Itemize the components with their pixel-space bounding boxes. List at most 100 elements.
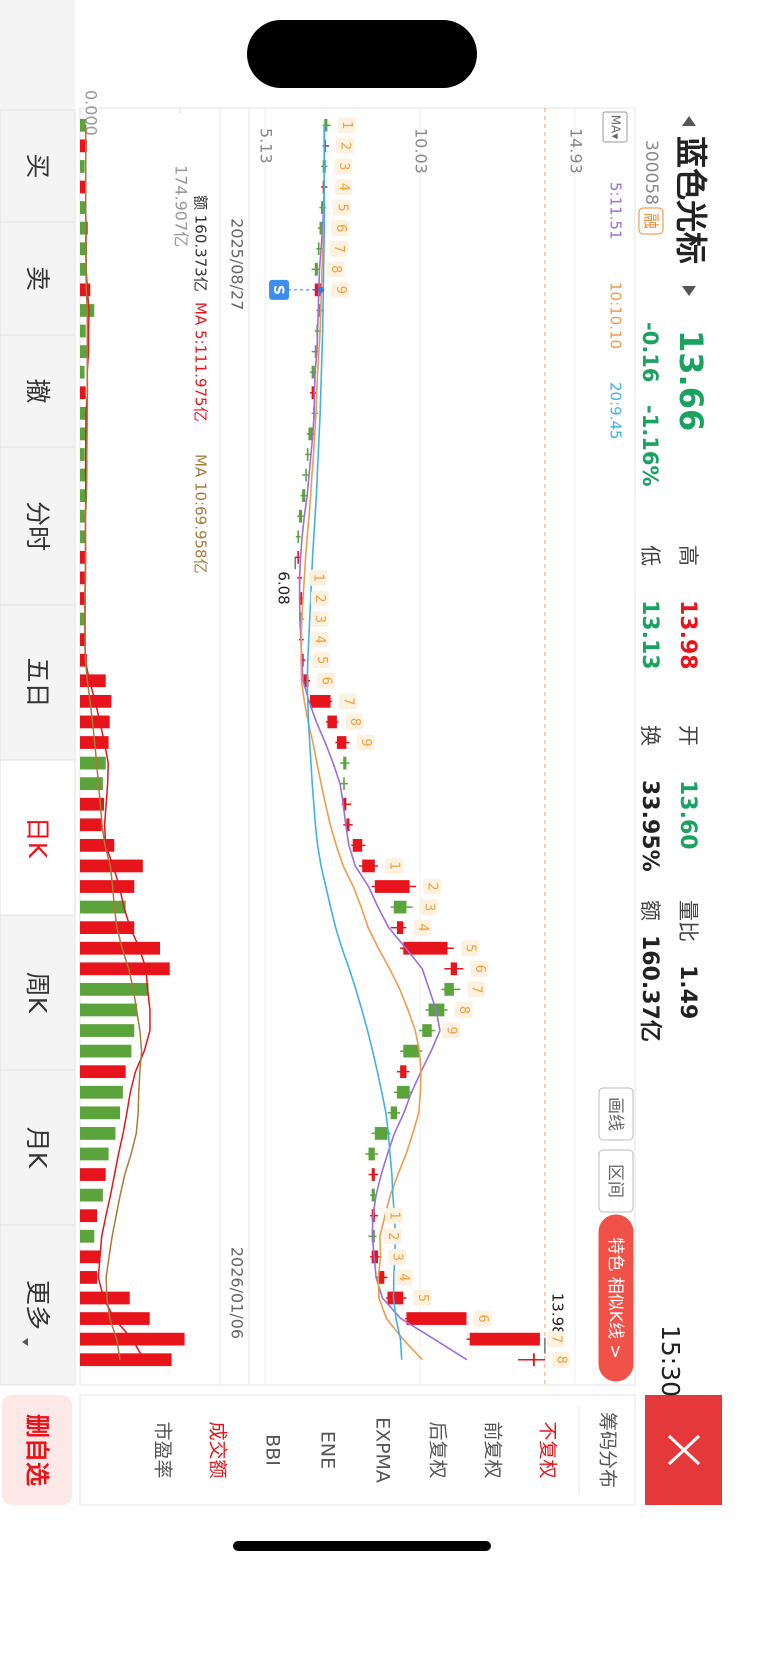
volume-bar — [80, 1106, 120, 1120]
low-label: 6.08 — [275, 571, 293, 604]
pattern-label: 4 — [415, 924, 430, 932]
candle-body — [362, 859, 375, 873]
volume-bar — [79, 571, 85, 585]
indicator-panel — [79, 1394, 636, 1506]
pattern-label: 6 — [333, 224, 348, 232]
volume-bar — [80, 1065, 126, 1079]
pattern-label: 2 — [337, 142, 352, 150]
chart-button[interactable] — [598, 1087, 634, 1141]
y-tick-label: 5.13 — [257, 128, 276, 164]
candle-body — [444, 983, 454, 996]
ma-selector[interactable] — [602, 111, 628, 143]
chart-button-label[interactable]: 特色 相似K线 > — [605, 1237, 625, 1358]
candle-body — [336, 736, 347, 749]
volume-bar — [80, 550, 86, 564]
nav-tab-label[interactable]: 日K — [23, 817, 52, 859]
candle-body — [297, 530, 299, 544]
candle-body — [314, 262, 318, 276]
chart-button[interactable] — [598, 1149, 634, 1213]
pattern-label: 4 — [312, 635, 327, 643]
indicator-option[interactable]: 后复权 — [427, 1421, 449, 1478]
pattern-label: 1 — [339, 121, 354, 129]
nav-tab[interactable] — [0, 1224, 76, 1386]
nav-tab-label[interactable]: 卖 — [23, 266, 52, 291]
signal-box[interactable] — [269, 279, 290, 300]
pattern-label: 8 — [347, 718, 362, 726]
pattern-label: 2 — [385, 1232, 400, 1240]
remove-watchlist[interactable] — [2, 1395, 72, 1505]
pattern-label: 6 — [475, 1314, 490, 1322]
remove-label[interactable]: 删自选 — [23, 1414, 51, 1486]
chart-button-label[interactable]: 画线 — [605, 1097, 625, 1131]
stat-value: 160.37亿 — [637, 935, 662, 1042]
ma-selector-label[interactable]: MA▾ — [609, 115, 623, 140]
indicator-option[interactable]: 不复权 — [537, 1421, 559, 1478]
volume-bar — [79, 838, 115, 852]
nav-tab-label[interactable]: 周K — [23, 972, 52, 1014]
pattern-label: 4 — [336, 183, 351, 191]
candle-body — [374, 880, 410, 893]
volume-bar — [80, 427, 86, 441]
candle-body — [374, 1127, 388, 1140]
candle-body — [346, 818, 350, 832]
volume-bar — [80, 1353, 172, 1367]
pattern-label: 2 — [424, 882, 439, 890]
stat-label: 换 — [638, 725, 662, 746]
pattern-bg — [454, 1001, 473, 1018]
pattern-label: 9 — [443, 1026, 458, 1034]
x-tick-label: 2026/01/06 — [228, 1247, 247, 1339]
volume-bar — [80, 468, 86, 482]
candle-body — [311, 365, 315, 379]
pattern-label: 8 — [328, 265, 343, 273]
candle-body — [387, 1291, 404, 1305]
prev-stock[interactable] — [682, 116, 696, 126]
volume-bar — [80, 612, 86, 626]
volume-bar — [80, 941, 160, 955]
pattern-label: 3 — [421, 903, 436, 911]
volume-bar — [80, 1291, 130, 1305]
stat-value: 1.49 — [675, 965, 700, 1019]
indicator-option[interactable]: 前复权 — [482, 1421, 504, 1478]
volume-bar — [79, 983, 149, 996]
chart-button[interactable] — [598, 1214, 634, 1382]
candle-body — [393, 900, 407, 914]
indicator-option[interactable]: 筹码分布 — [597, 1412, 619, 1488]
volume-bar — [80, 962, 170, 976]
y-tick-label: 14.93 — [566, 128, 585, 174]
candle-body — [403, 941, 448, 955]
indicator-option[interactable]: ENE — [317, 1431, 339, 1469]
nav-tab-label[interactable]: 五日 — [23, 657, 52, 707]
pattern-label: 9 — [358, 738, 373, 746]
y-tick-label: 0.000 — [82, 90, 101, 136]
indicator-option[interactable]: 市盈率 — [152, 1421, 174, 1478]
nav-tab-label[interactable]: 分时 — [23, 501, 52, 551]
legend-entry: MA 10:69.958亿 — [192, 454, 210, 574]
candle-body — [310, 694, 331, 708]
pattern-bg — [335, 137, 354, 154]
candle-body — [368, 1147, 375, 1161]
volume-bar — [79, 160, 85, 173]
indicator-option[interactable]: 成交额 — [207, 1421, 229, 1478]
indicator-option[interactable]: EXPMA — [372, 1417, 394, 1483]
badge-box — [638, 207, 664, 235]
nav-tab-label[interactable]: 月K — [23, 1127, 52, 1169]
signal-label[interactable]: S — [270, 285, 286, 295]
nav-tab-label[interactable]: 撤 — [23, 378, 52, 403]
pattern-bg — [334, 179, 353, 196]
next-stock[interactable] — [682, 286, 696, 296]
pattern-label: 8 — [456, 1006, 471, 1014]
candle-body — [403, 1044, 420, 1058]
stat-value: 13.98 — [675, 600, 700, 670]
nav-tab-label[interactable]: 买 — [23, 153, 52, 178]
indicator-option[interactable]: BBI — [262, 1434, 284, 1466]
x-tick-label: 2025/08/27 — [228, 218, 247, 310]
volume-bar — [80, 118, 86, 132]
more-caret — [22, 1338, 28, 1346]
volume-bar — [79, 777, 103, 791]
candle-body — [305, 468, 307, 482]
chart-button-label[interactable]: 区间 — [605, 1164, 625, 1198]
pattern-label: 6 — [472, 965, 487, 973]
nav-tab-label[interactable]: 更多 — [23, 1280, 52, 1330]
volume-ma-line — [84, 125, 143, 1360]
